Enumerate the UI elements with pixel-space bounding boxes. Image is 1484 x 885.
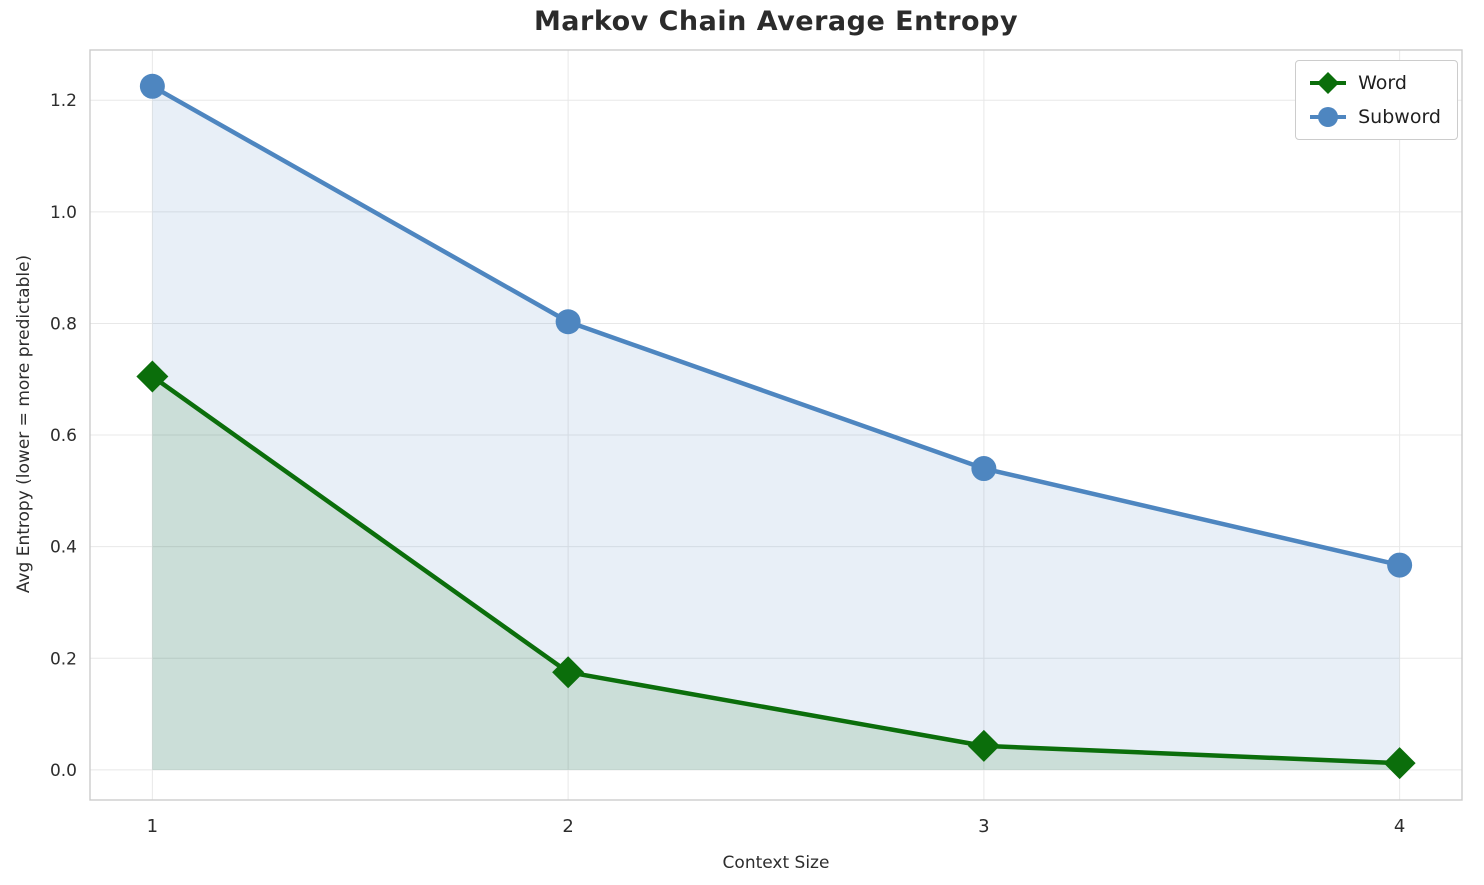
svg-text:3: 3 — [978, 816, 989, 837]
legend-label-word: Word — [1358, 72, 1407, 94]
svg-text:1: 1 — [147, 816, 158, 837]
svg-text:1.2: 1.2 — [50, 91, 77, 111]
chart-title: Markov Chain Average Entropy — [533, 6, 1019, 37]
svg-text:0.0: 0.0 — [50, 761, 77, 781]
x-axis-label: Context Size — [722, 853, 830, 873]
legend-item-subword: Subword — [1308, 104, 1441, 130]
legend-label-subword: Subword — [1358, 106, 1441, 128]
svg-text:0.6: 0.6 — [50, 426, 77, 446]
legend: Word Subword — [1295, 60, 1458, 140]
legend-item-word: Word — [1308, 70, 1441, 96]
svg-text:1.0: 1.0 — [50, 203, 77, 223]
svg-text:4: 4 — [1394, 816, 1405, 837]
subword-legend-marker-icon — [1310, 107, 1347, 127]
svg-text:0.8: 0.8 — [50, 314, 77, 334]
svg-text:2: 2 — [562, 816, 573, 837]
word-legend-marker-icon — [1310, 72, 1347, 94]
svg-text:0.2: 0.2 — [50, 649, 77, 669]
svg-text:0.4: 0.4 — [50, 538, 77, 558]
y-axis-label: Avg Entropy (lower = more predictable) — [14, 254, 34, 594]
